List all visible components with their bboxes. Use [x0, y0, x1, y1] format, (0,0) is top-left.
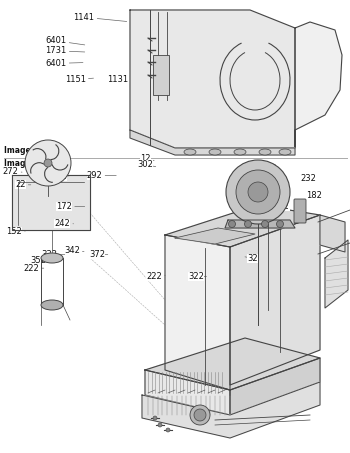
- Text: 6401: 6401: [46, 59, 83, 68]
- Ellipse shape: [234, 149, 246, 155]
- Text: 12: 12: [140, 154, 154, 163]
- Text: 292: 292: [87, 171, 116, 180]
- Polygon shape: [230, 215, 320, 385]
- Polygon shape: [230, 358, 320, 415]
- Text: Image 1: Image 1: [4, 146, 38, 155]
- Polygon shape: [130, 130, 295, 155]
- Text: 6401: 6401: [46, 36, 85, 45]
- Ellipse shape: [209, 149, 221, 155]
- Text: 1131: 1131: [107, 75, 128, 84]
- Text: 222: 222: [23, 264, 44, 273]
- Text: 182: 182: [306, 191, 322, 200]
- Circle shape: [276, 221, 284, 227]
- Ellipse shape: [41, 253, 63, 263]
- Text: 172: 172: [56, 202, 85, 211]
- Text: 1151: 1151: [65, 75, 93, 84]
- FancyBboxPatch shape: [153, 55, 169, 95]
- Text: 322: 322: [188, 272, 206, 281]
- Text: 242: 242: [55, 219, 74, 228]
- FancyBboxPatch shape: [294, 199, 306, 223]
- Text: 82: 82: [254, 186, 271, 195]
- Ellipse shape: [184, 149, 196, 155]
- Polygon shape: [165, 205, 320, 247]
- Polygon shape: [165, 235, 230, 390]
- Polygon shape: [145, 338, 320, 390]
- Text: 102: 102: [258, 164, 277, 173]
- Polygon shape: [175, 228, 255, 244]
- Ellipse shape: [279, 149, 291, 155]
- Circle shape: [194, 409, 206, 421]
- Text: 222: 222: [52, 172, 69, 181]
- Polygon shape: [295, 22, 342, 148]
- Circle shape: [158, 423, 162, 427]
- Ellipse shape: [259, 149, 271, 155]
- Text: 62: 62: [42, 158, 54, 167]
- Text: 332: 332: [41, 250, 65, 259]
- Text: 32: 32: [245, 254, 258, 263]
- Text: 372: 372: [89, 250, 108, 259]
- Polygon shape: [12, 175, 90, 230]
- Text: 252: 252: [254, 179, 274, 188]
- Circle shape: [226, 160, 290, 224]
- Circle shape: [261, 221, 268, 227]
- Text: 252: 252: [274, 202, 290, 211]
- Ellipse shape: [41, 300, 63, 310]
- Text: 222: 222: [146, 272, 165, 281]
- Text: 1141: 1141: [74, 13, 127, 22]
- Polygon shape: [130, 10, 295, 148]
- Text: 282: 282: [235, 202, 251, 211]
- Circle shape: [153, 416, 157, 420]
- Text: 112: 112: [258, 169, 277, 178]
- Polygon shape: [325, 240, 348, 308]
- Circle shape: [190, 405, 210, 425]
- Circle shape: [248, 182, 268, 202]
- Text: Image 2: Image 2: [4, 159, 38, 168]
- Text: 152: 152: [6, 226, 25, 236]
- Text: 22: 22: [15, 180, 31, 189]
- Text: 342: 342: [64, 246, 84, 255]
- Text: 352: 352: [30, 256, 52, 265]
- Text: 132: 132: [258, 174, 277, 183]
- Polygon shape: [142, 382, 320, 438]
- Text: 302: 302: [137, 160, 156, 169]
- Circle shape: [166, 428, 170, 432]
- Circle shape: [44, 159, 52, 167]
- Text: 272: 272: [2, 167, 22, 176]
- Circle shape: [25, 140, 71, 186]
- Polygon shape: [320, 215, 345, 252]
- Text: 232: 232: [300, 173, 316, 183]
- Polygon shape: [225, 220, 295, 228]
- Circle shape: [229, 221, 236, 227]
- Circle shape: [245, 221, 252, 227]
- Text: 1731: 1731: [46, 46, 85, 55]
- Polygon shape: [145, 370, 230, 415]
- Circle shape: [236, 170, 280, 214]
